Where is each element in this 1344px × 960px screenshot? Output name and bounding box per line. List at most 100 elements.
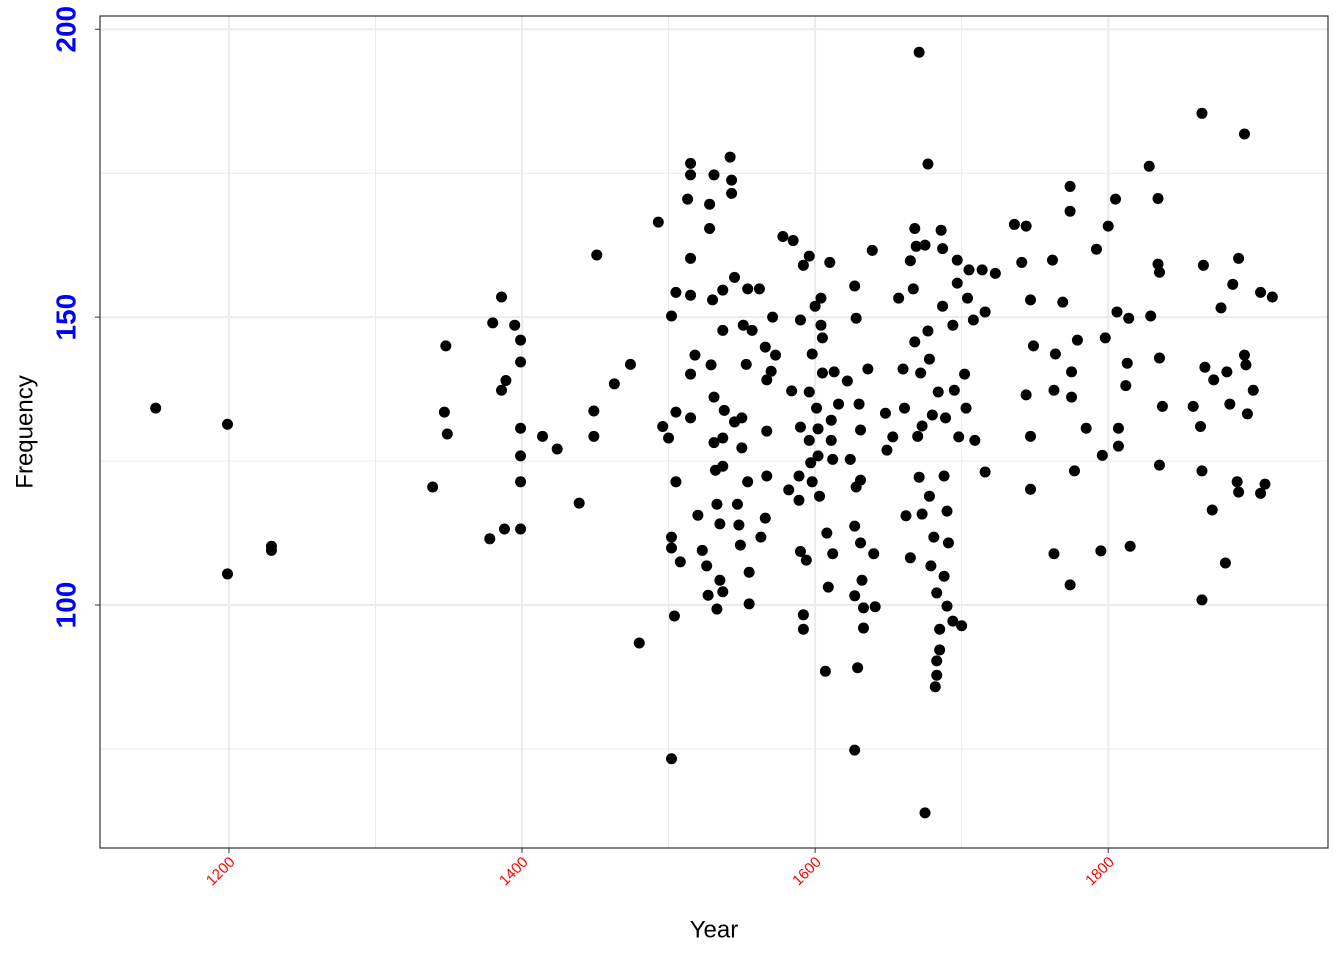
point bbox=[929, 681, 941, 693]
point bbox=[537, 430, 549, 442]
point bbox=[663, 432, 675, 444]
point bbox=[959, 368, 971, 380]
point bbox=[759, 341, 771, 353]
point bbox=[761, 425, 773, 437]
point bbox=[1238, 128, 1250, 140]
point bbox=[221, 568, 233, 580]
point bbox=[940, 412, 952, 424]
point bbox=[1215, 302, 1227, 314]
point bbox=[666, 753, 678, 765]
point bbox=[666, 310, 678, 322]
point bbox=[849, 520, 861, 532]
point bbox=[793, 470, 805, 482]
point bbox=[925, 560, 937, 572]
point bbox=[857, 602, 869, 614]
point bbox=[803, 250, 815, 262]
y-tick-label: 100 bbox=[50, 582, 81, 629]
point bbox=[912, 430, 924, 442]
point bbox=[941, 505, 953, 517]
point bbox=[899, 402, 911, 414]
point bbox=[856, 574, 868, 586]
point bbox=[931, 655, 943, 667]
point bbox=[909, 222, 921, 234]
point bbox=[1027, 340, 1039, 352]
point bbox=[624, 358, 636, 370]
point bbox=[1238, 349, 1250, 361]
point bbox=[963, 264, 975, 276]
point bbox=[657, 421, 669, 433]
point bbox=[726, 174, 738, 186]
point bbox=[707, 294, 719, 306]
point bbox=[1156, 400, 1168, 412]
point bbox=[976, 264, 988, 276]
point bbox=[862, 363, 874, 375]
point bbox=[1153, 352, 1165, 364]
point bbox=[1099, 332, 1111, 344]
point bbox=[515, 356, 527, 368]
point bbox=[500, 374, 512, 386]
point bbox=[588, 405, 600, 417]
point bbox=[812, 423, 824, 435]
point bbox=[733, 519, 745, 531]
point bbox=[711, 498, 723, 510]
point bbox=[670, 406, 682, 418]
point bbox=[794, 421, 806, 433]
point bbox=[922, 158, 934, 170]
point bbox=[441, 428, 453, 440]
point bbox=[816, 367, 828, 379]
point bbox=[1066, 391, 1078, 403]
point bbox=[951, 254, 963, 266]
point bbox=[849, 280, 861, 292]
point bbox=[1102, 220, 1114, 232]
point bbox=[666, 542, 678, 554]
point bbox=[803, 386, 815, 398]
point bbox=[438, 406, 450, 418]
point bbox=[1095, 545, 1107, 557]
point bbox=[1096, 449, 1108, 461]
point bbox=[484, 533, 496, 545]
point bbox=[989, 267, 1001, 279]
point bbox=[708, 391, 720, 403]
point bbox=[812, 450, 824, 462]
point bbox=[960, 402, 972, 414]
point bbox=[1123, 312, 1135, 324]
y-tick-label: 200 bbox=[50, 6, 81, 53]
point bbox=[608, 378, 620, 390]
point bbox=[909, 336, 921, 348]
point bbox=[814, 490, 826, 502]
point bbox=[1143, 160, 1155, 172]
point bbox=[979, 306, 991, 318]
point bbox=[938, 570, 950, 582]
point bbox=[855, 537, 867, 549]
point bbox=[1221, 366, 1233, 378]
point bbox=[1208, 374, 1220, 386]
point bbox=[913, 471, 925, 483]
point bbox=[708, 437, 720, 449]
point bbox=[440, 340, 452, 352]
point bbox=[825, 434, 837, 446]
point bbox=[941, 600, 953, 612]
point bbox=[853, 398, 865, 410]
point bbox=[1241, 408, 1253, 420]
point bbox=[1080, 422, 1092, 434]
point bbox=[742, 283, 754, 295]
point bbox=[731, 498, 743, 510]
point bbox=[714, 574, 726, 586]
point bbox=[1112, 422, 1124, 434]
point bbox=[696, 544, 708, 556]
point bbox=[221, 418, 233, 430]
point bbox=[515, 523, 527, 535]
point bbox=[787, 235, 799, 247]
point bbox=[797, 609, 809, 621]
point bbox=[827, 548, 839, 560]
point bbox=[1008, 218, 1020, 230]
point bbox=[724, 151, 736, 163]
point bbox=[1068, 465, 1080, 477]
point bbox=[668, 610, 680, 622]
plot-border bbox=[99, 15, 1329, 849]
point bbox=[828, 366, 840, 378]
point bbox=[487, 317, 499, 329]
point bbox=[833, 398, 845, 410]
point bbox=[822, 581, 834, 593]
